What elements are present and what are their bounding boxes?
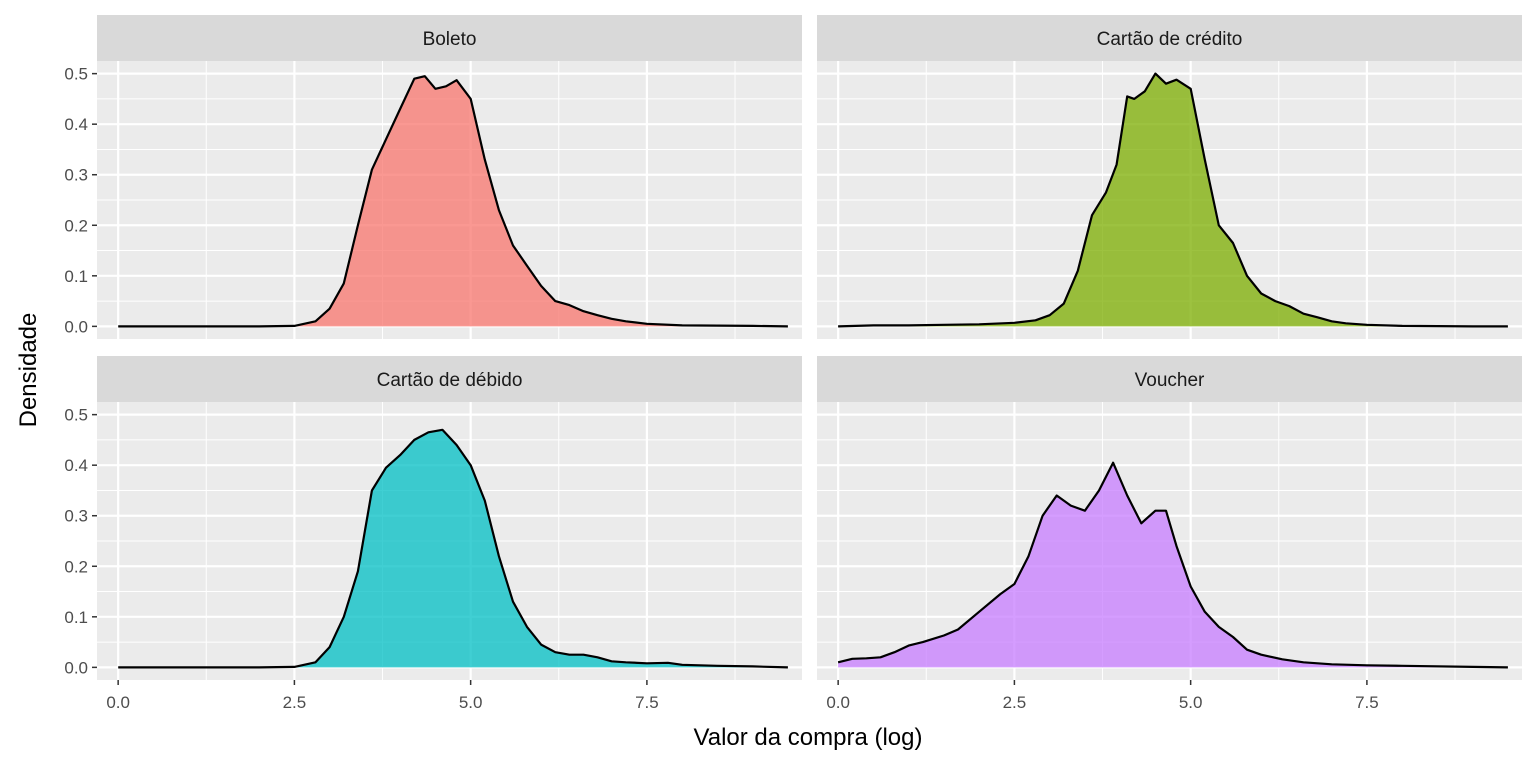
facet-panel-4: Voucher 0.0 2.5 5.0 7.5 (817, 356, 1522, 712)
facet-strip (817, 15, 1522, 61)
facet-strip (817, 356, 1522, 402)
x-axis-title: Valor da compra (log) (694, 724, 923, 751)
y-tick-label: 0.2 (64, 216, 88, 235)
facet-panel-1: Boleto 0.0 0.1 0.2 0.3 0.4 0.5 (64, 15, 802, 339)
facet-panel-2: Cartão de crédito (817, 15, 1522, 339)
y-tick-label: 0.5 (64, 406, 88, 425)
facet-strip-label: Voucher (1135, 370, 1205, 391)
facet-strip-label: Cartão de débido (377, 370, 523, 391)
density-line (118, 428, 788, 669)
y-tick-label: 0.1 (64, 267, 88, 286)
y-tick-label: 0.3 (64, 507, 88, 526)
y-tick-label: 0.4 (64, 115, 88, 134)
x-tick-label: 5.0 (1179, 693, 1203, 712)
y-tick-label: 0.2 (64, 557, 88, 576)
y-tick-label: 0.1 (64, 608, 88, 627)
facet-strip (97, 15, 802, 61)
facet-strip-label: Cartão de crédito (1097, 29, 1243, 50)
y-tick-label: 0.5 (64, 65, 88, 84)
facet-strip (97, 356, 802, 402)
density-area (838, 73, 1508, 327)
x-tick-label: 7.5 (1355, 693, 1379, 712)
x-tick-label: 0.0 (826, 693, 850, 712)
x-tick-label: 0.0 (106, 693, 130, 712)
y-tick-label: 0.0 (64, 317, 88, 336)
density-area (118, 76, 788, 327)
y-tick-label: 0.3 (64, 166, 88, 185)
density-line (837, 461, 1508, 669)
density-area (838, 462, 1508, 668)
panels-layer: Boleto 0.0 0.1 0.2 0.3 0.4 0.5 Cartão de crédit… (64, 15, 1522, 712)
x-tick-label: 5.0 (459, 693, 483, 712)
y-tick-label: 0.0 (64, 658, 88, 677)
x-tick-label: 2.5 (1003, 693, 1027, 712)
density-line (838, 72, 1508, 328)
facet-strip-label: Boleto (423, 29, 477, 50)
x-tick-label: 7.5 (635, 693, 659, 712)
density-line (118, 75, 788, 328)
x-tick-label: 2.5 (283, 693, 307, 712)
y-axis-title: Densidade (15, 313, 42, 428)
facet-panel-3: Cartão de débido 0.0 0.1 0.2 0.3 0.4 0.5 0.0 2.5… (64, 356, 802, 712)
y-tick-label: 0.4 (64, 456, 88, 475)
density-area (118, 429, 788, 668)
